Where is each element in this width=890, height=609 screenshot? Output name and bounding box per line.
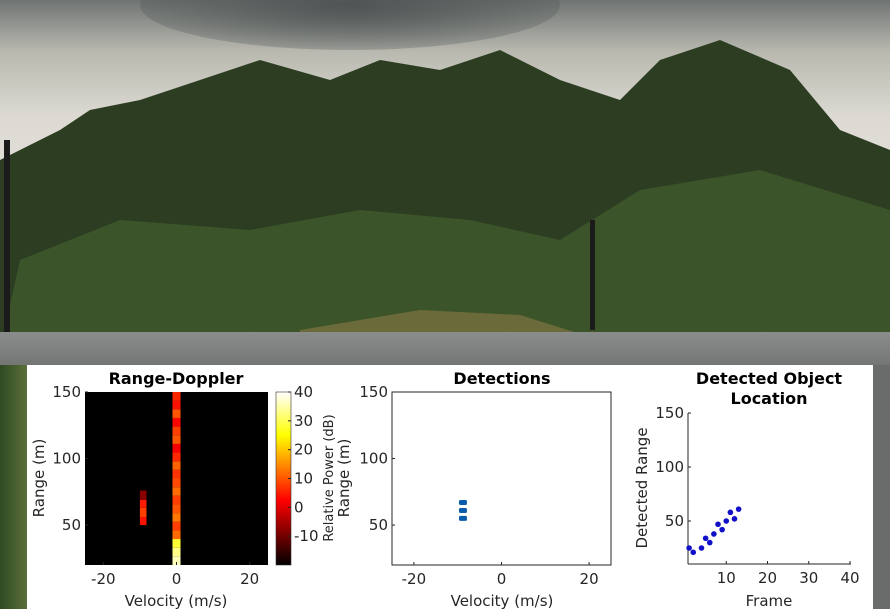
loc-xlabel: Frame xyxy=(746,592,793,609)
loc-xtick-label: 20 xyxy=(758,569,777,587)
rd-cell xyxy=(172,556,181,565)
rd-cell xyxy=(172,426,181,436)
rd-ytick-label: 150 xyxy=(52,383,81,401)
detection-point xyxy=(458,507,467,513)
rd-xtick-label: 20 xyxy=(240,570,259,588)
loc-ytick-label: 50 xyxy=(665,512,684,530)
rd-cell xyxy=(172,443,181,453)
rd-cell xyxy=(172,469,181,479)
rd-cell xyxy=(172,513,181,522)
rd-cell xyxy=(172,478,181,488)
loc-xtick-label: 10 xyxy=(717,569,736,587)
loc-title-line2: Location xyxy=(731,389,808,408)
rd-xlabel: Velocity (m/s) xyxy=(125,592,228,609)
colorbar-tick-label: 20 xyxy=(294,441,313,459)
rd-cell xyxy=(172,487,181,496)
location-point xyxy=(731,516,738,522)
background-road-edge xyxy=(873,365,890,609)
location-point xyxy=(702,535,709,542)
detections-plot: Detections -20 0 20 50 100 150 Velocity (m/s) xyxy=(359,369,612,609)
det-title: Detections xyxy=(453,369,550,388)
colorbar-tick-label: 30 xyxy=(294,412,313,430)
rd-cell xyxy=(172,400,181,410)
rd-ylabel: Range (m) xyxy=(30,439,48,518)
background-grass xyxy=(0,365,27,609)
location-point xyxy=(690,549,697,556)
location-point xyxy=(727,509,734,516)
rd-cell xyxy=(139,507,147,518)
rd-cell xyxy=(139,499,147,508)
location-point xyxy=(735,506,742,512)
loc-ylabel: Detected Range xyxy=(633,427,651,548)
rd-cell xyxy=(172,530,181,540)
colorbar-label: Relative Power (dB) xyxy=(322,414,337,541)
rd-cell xyxy=(172,539,181,548)
rd-ytick-label: 100 xyxy=(52,450,81,468)
colorbar-tick-label: 10 xyxy=(294,470,313,488)
det-xtick-label: 0 xyxy=(497,570,507,588)
location-point xyxy=(723,518,730,524)
rd-cell xyxy=(172,504,181,514)
rd-xtick-label: 0 xyxy=(172,570,182,588)
det-ytick-label: 50 xyxy=(369,516,388,534)
location-point xyxy=(711,531,717,537)
det-xlabel: Velocity (m/s) xyxy=(451,592,554,609)
det-xtick-label: 20 xyxy=(580,570,599,588)
colorbar-tick-label: 40 xyxy=(294,383,313,401)
det-ytick-label: 150 xyxy=(359,383,388,401)
loc-xtick-label: 40 xyxy=(840,569,859,587)
rd-cell xyxy=(172,521,181,531)
detection-point xyxy=(458,515,467,521)
detection-point xyxy=(458,499,467,505)
rd-cell xyxy=(172,417,181,427)
location-point xyxy=(698,545,705,551)
rd-cell xyxy=(172,461,181,470)
det-xtick-label: -20 xyxy=(402,570,427,588)
location-plot: Detected Object Location 10 20 30 40 50 100 15… xyxy=(633,369,860,609)
loc-title-line1: Detected Object xyxy=(696,369,843,388)
rd-title: Range-Doppler xyxy=(109,369,244,388)
rd-ytick-label: 50 xyxy=(62,516,81,534)
rd-cell xyxy=(172,495,181,505)
location-point xyxy=(706,539,713,546)
colorbar-tick-label: -10 xyxy=(294,527,319,545)
loc-xtick-label: 30 xyxy=(799,569,818,587)
rd-cell xyxy=(172,435,181,444)
loc-ytick-label: 100 xyxy=(655,458,684,476)
location-point xyxy=(686,545,692,551)
location-point xyxy=(719,526,725,533)
det-ytick-label: 100 xyxy=(359,450,388,468)
rd-cell xyxy=(172,547,181,557)
rd-cell xyxy=(172,409,181,418)
colorbar-tick-label: 0 xyxy=(294,498,304,516)
rd-cell xyxy=(172,392,181,401)
rd-cell xyxy=(172,452,181,462)
det-axes-box xyxy=(391,391,612,566)
rd-cell xyxy=(139,490,147,500)
rd-xtick-label: -20 xyxy=(91,570,116,588)
detections-ylabel: Range (m) xyxy=(335,439,353,518)
location-point xyxy=(715,521,721,528)
rd-cell xyxy=(139,517,147,526)
loc-ytick-label: 150 xyxy=(655,404,684,422)
